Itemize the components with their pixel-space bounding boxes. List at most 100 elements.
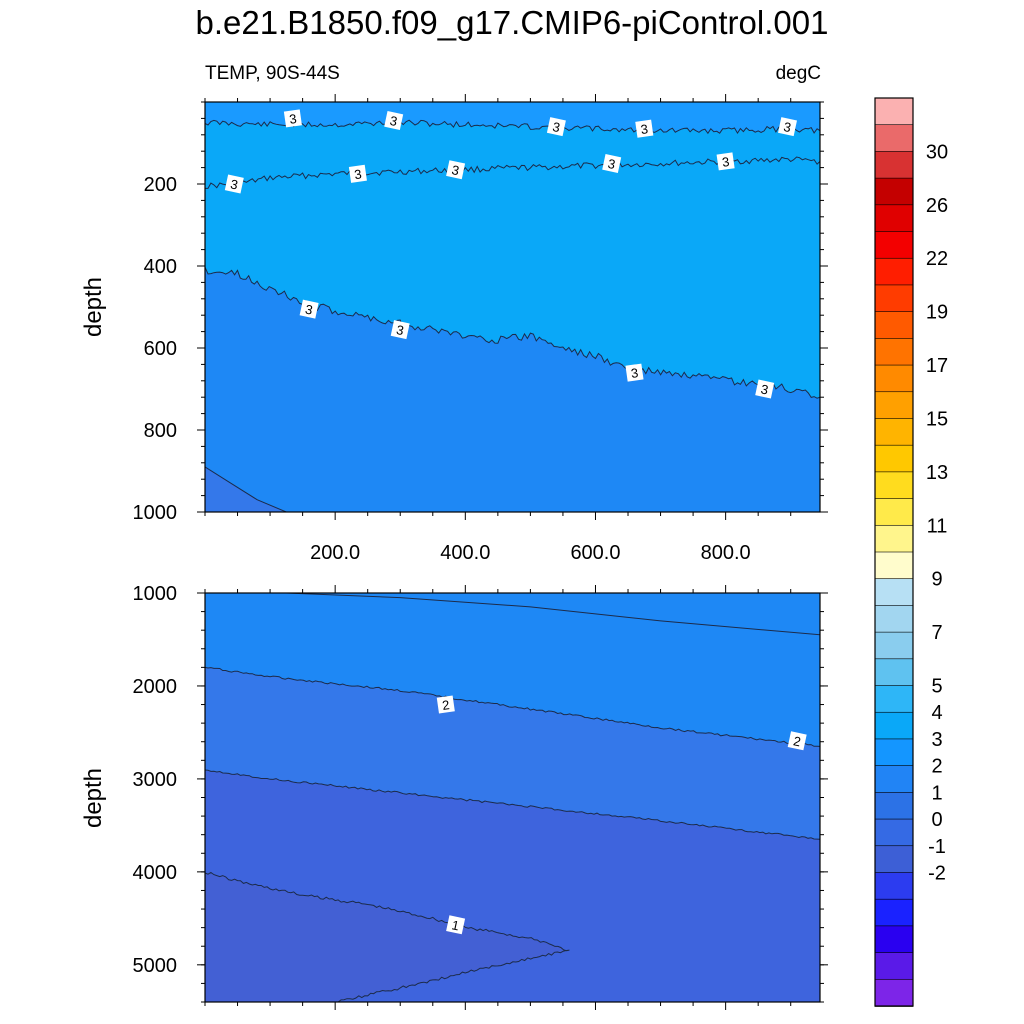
contour-label-text: 2	[792, 733, 802, 749]
mid-band-fill	[205, 157, 820, 399]
colorbar-swatch	[874, 418, 914, 446]
contour-line	[286, 593, 820, 636]
contour-label-text: 3	[229, 176, 239, 192]
band-1-2-fill	[205, 667, 820, 840]
contour-label-box	[384, 111, 404, 130]
colorbar-swatch	[874, 524, 914, 553]
y-tick-label: 600	[144, 338, 177, 360]
colorbar-label: 15	[926, 408, 948, 430]
contour-label-box	[787, 731, 807, 751]
colorbar-swatch	[874, 872, 914, 900]
colorbar-swatch	[874, 818, 914, 847]
colorbar-label: 26	[926, 195, 948, 217]
colorbar-swatch	[874, 151, 914, 179]
colorbar-swatch	[874, 177, 914, 206]
colorbar-swatch	[874, 658, 914, 687]
y-tick-label: 800	[144, 420, 177, 442]
colorbar-swatch	[874, 498, 914, 527]
colorbar-label: 22	[926, 248, 948, 270]
x-tick-label: 200.0	[310, 542, 360, 564]
y-axis-label: depth	[80, 768, 107, 828]
contour-line	[205, 156, 820, 189]
contour-label-box	[446, 160, 466, 180]
colorbar-swatch	[874, 605, 914, 633]
colorbar-frame	[874, 97, 914, 1007]
contour-label-text: 3	[630, 365, 639, 381]
contour-label: 3	[546, 117, 566, 137]
y-tick-label: 2000	[133, 676, 178, 698]
contour-label: 3	[602, 154, 622, 173]
contour-label: 3	[755, 379, 775, 399]
upper-band-fill	[205, 593, 820, 635]
contour-label-text: 3	[288, 111, 297, 127]
contour-label-text: 3	[353, 166, 362, 182]
contour-label-text: 3	[395, 322, 405, 338]
contour-label: 3	[778, 117, 797, 137]
contour-label: 3	[299, 299, 319, 319]
colorbar-label: 30	[926, 141, 948, 163]
variable-label: TEMP, 90S-44S	[205, 63, 340, 84]
deep-band-fill	[205, 466, 287, 512]
colorbar-swatch	[874, 204, 914, 233]
upper-panel-fill	[205, 102, 820, 512]
contour-label: 3	[348, 164, 367, 183]
lower-panel-fill	[205, 593, 820, 1002]
colorbar-swatch	[874, 364, 914, 393]
contour-label: 3	[635, 119, 654, 138]
contour-line	[205, 119, 820, 135]
colorbar-label: -1	[928, 836, 946, 858]
contour-label: 3	[390, 320, 410, 340]
surface-band-fill	[205, 102, 820, 134]
colorbar-label: 17	[926, 355, 948, 377]
colorbar-swatch	[874, 311, 914, 340]
contour-label-box	[224, 174, 244, 194]
colorbar-swatch	[874, 578, 914, 607]
colorbar-label: 13	[926, 462, 948, 484]
units-label: degC	[775, 63, 821, 84]
contour-label-text: 3	[551, 119, 561, 135]
colorbar-label: 9	[931, 569, 942, 591]
y-tick-label: 400	[144, 256, 177, 278]
contour-label-text: 3	[304, 302, 314, 318]
colorbar-swatch	[874, 631, 914, 660]
colorbar-swatch	[874, 444, 914, 473]
contour-label-text: 3	[450, 162, 460, 178]
y-tick-label: 200	[144, 174, 177, 196]
colorbar-swatch	[874, 685, 914, 714]
contour-label-text: 3	[388, 113, 398, 129]
colorbar-label: 5	[931, 676, 942, 698]
colorbar-swatch	[874, 898, 914, 927]
contour-label-text: 1	[450, 917, 460, 933]
contour-label-box	[625, 363, 644, 382]
colorbar-swatch	[874, 551, 914, 580]
colorbar-label: 7	[931, 622, 942, 644]
colorbar-label: 0	[931, 809, 942, 831]
colorbar-label: 4	[931, 702, 942, 724]
colorbar-label: 3	[931, 729, 942, 751]
contour-label: 3	[384, 111, 404, 130]
contour-line	[205, 466, 287, 512]
y-tick-label: 3000	[133, 769, 178, 791]
colorbar-label: -2	[928, 862, 946, 884]
colorbar-swatch	[874, 471, 914, 500]
colorbar-label: 19	[926, 302, 948, 324]
colorbar-swatch	[874, 257, 914, 286]
contour-label-box	[390, 320, 410, 340]
colorbar-swatch	[874, 845, 914, 874]
contour-label-text: 3	[640, 121, 649, 137]
colorbar-swatch	[874, 124, 914, 153]
y-tick-label: 5000	[133, 955, 178, 977]
contour-label: 2	[436, 695, 455, 714]
band-2-3-fill	[205, 593, 820, 747]
x-tick-label: 800.0	[701, 542, 751, 564]
contour-label: 3	[716, 152, 735, 171]
contour-label: 1	[446, 915, 466, 935]
contour-label-text: 3	[782, 119, 792, 135]
contour-label-box	[283, 109, 302, 128]
x-tick-label: 400.0	[440, 542, 490, 564]
colorbar-swatch	[874, 711, 914, 740]
contour-label-box	[755, 379, 775, 399]
colorbar-swatch	[874, 391, 914, 420]
contour-label-box	[716, 152, 735, 171]
contour-label-box	[446, 915, 466, 935]
